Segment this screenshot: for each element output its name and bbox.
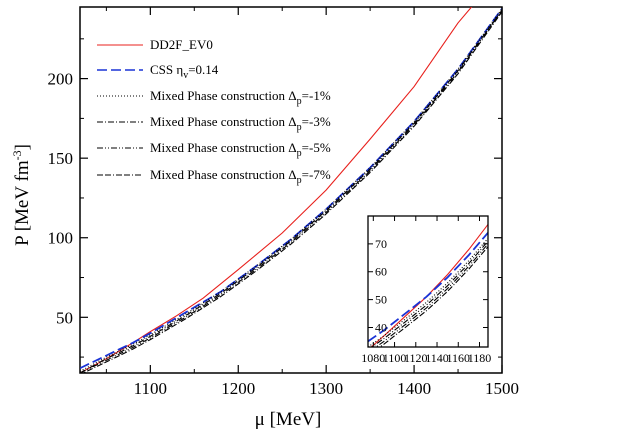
series-line-4 <box>80 9 502 373</box>
inset-background <box>368 216 488 347</box>
inset-x-tick-label: 1180 <box>468 351 492 365</box>
inset-series-line-4 <box>374 243 488 347</box>
y-tick-label: 200 <box>48 70 74 89</box>
inset-y-tick-label: 60 <box>375 265 387 279</box>
legend-label: Mixed Phase construction Δp=-3% <box>150 114 331 133</box>
y-tick-label: 100 <box>48 229 74 248</box>
legend-entry-css: CSS ηv=0.14 <box>97 62 219 81</box>
inset-series-group <box>368 224 488 347</box>
x-tick-label: 1100 <box>134 379 167 398</box>
y-tick-label: 50 <box>56 308 73 327</box>
inset-y-tick-label: 70 <box>375 237 387 251</box>
series-line-3 <box>80 9 502 373</box>
legend: DD2F_EV0 CSS ηv=0.14 Mixed Phase constru… <box>97 37 331 186</box>
legend-label: CSS ηv=0.14 <box>150 62 219 81</box>
legend-entry-mixed-3: Mixed Phase construction Δp=-3% <box>97 114 331 133</box>
legend-entry-dd2f: DD2F_EV0 <box>97 37 213 52</box>
inset-series-line-3 <box>371 240 488 347</box>
x-axis-title: μ [MeV] <box>255 409 322 430</box>
inset-series-line-5 <box>378 246 488 347</box>
x-tick-label: 1300 <box>309 379 343 398</box>
inset-x-tick-label: 1140 <box>425 351 449 365</box>
x-tick-label: 1200 <box>221 379 255 398</box>
inset-x-tick-label: 1120 <box>404 351 428 365</box>
main-series-group <box>80 7 502 373</box>
legend-label: Mixed Phase construction Δp=-1% <box>150 88 331 107</box>
inset-x-tick-label: 1100 <box>383 351 407 365</box>
legend-label: Mixed Phase construction Δp=-5% <box>150 140 331 159</box>
legend-entry-mixed-7: Mixed Phase construction Δp=-7% <box>97 167 331 186</box>
legend-entry-mixed-1: Mixed Phase construction Δp=-1% <box>97 88 331 107</box>
inset-series-line-1 <box>368 232 488 343</box>
legend-label: DD2F_EV0 <box>150 37 213 52</box>
y-axis-title: P [MeV fm-3] <box>10 144 33 246</box>
inset-x-tick-label: 1160 <box>446 351 470 365</box>
y-tick-label: 150 <box>48 149 74 168</box>
x-tick-label: 1400 <box>397 379 431 398</box>
inset-y-tick-label: 50 <box>375 293 387 307</box>
series-line-5 <box>82 11 502 373</box>
x-tick-label: 1500 <box>485 379 519 398</box>
inset-frame <box>367 215 489 348</box>
plot-frame <box>79 6 503 374</box>
inset-y-tick-label: 40 <box>375 320 387 334</box>
legend-entry-mixed-5: Mixed Phase construction Δp=-5% <box>97 140 331 159</box>
inset-x-tick-label: 1080 <box>361 351 385 365</box>
main-ticks-group: 1100 1200 1300 1400 1500 50 100 150 200 <box>48 7 519 398</box>
legend-label: Mixed Phase construction Δp=-7% <box>150 167 331 186</box>
series-line-1 <box>80 8 502 370</box>
